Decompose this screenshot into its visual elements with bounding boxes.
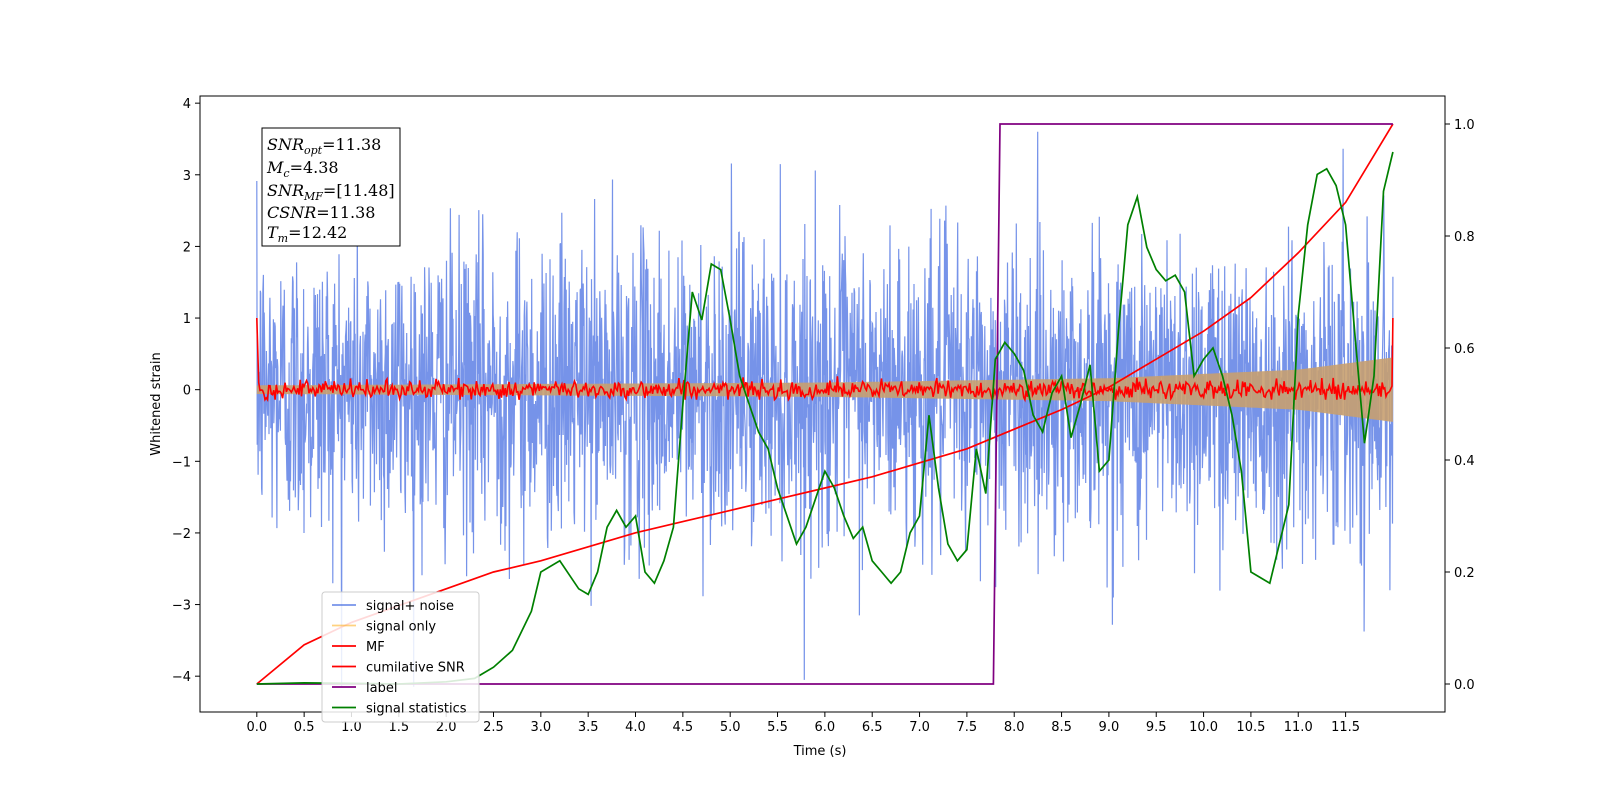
cumilative-snr-line [256,123,1394,685]
x-tick-label: 10.5 [1236,720,1265,735]
plot-frame [199,95,1446,713]
x-tick-label: 10.0 [1189,720,1218,735]
label-line [256,123,1393,685]
x-tick-label: 11.0 [1284,720,1313,735]
x-axis-ticks: 0.0 0.5 1.0 1.5 2.0 2.5 3.0 3.5 4.0 4.5 5.0 5.5 6.0 6… [246,712,1360,735]
y-axis-ticks: 4 3 2 1 0 −1 −2 −3 −4 [172,97,200,685]
y-tick-label: 1 [183,312,191,327]
y-right-tick-label: 0.0 [1454,678,1475,693]
mf-series [256,317,1394,403]
x-tick-label: 4.0 [625,720,646,735]
x-tick-label: 2.0 [436,720,457,735]
annotation-csnr: CSNR=11.38 [267,203,375,222]
x-tick-label: 4.5 [673,720,694,735]
y-tick-label: −4 [172,670,191,685]
x-tick-label: 7.0 [909,720,930,735]
y-right-tick-label: 0.2 [1454,566,1475,581]
annotation-snr-opt: SNRopt=11.38 [267,135,381,157]
y-tick-label: −2 [172,527,191,542]
x-tick-label: 2.5 [483,720,504,735]
y-axis-label: Whitened strain [149,352,164,455]
annotation-mc: Mc=4.38 [266,158,339,180]
legend-entry: MF [366,640,385,655]
signal-plus-noise-line [256,131,1394,687]
legend-entry: signal+ noise [366,599,454,614]
x-tick-label: 9.0 [1099,720,1120,735]
x-tick-label: 0.5 [294,720,315,735]
y-tick-label: 3 [183,169,191,184]
mf-line [256,317,1394,403]
y-right-tick-label: 0.8 [1454,230,1475,245]
annotation-box: SNRopt=11.38 Mc=4.38 SNRMF=[11.48] CSNR=… [261,127,401,247]
x-tick-label: 1.0 [341,720,362,735]
x-tick-label: 5.5 [767,720,788,735]
x-tick-label: 9.5 [1146,720,1167,735]
x-tick-label: 1.5 [388,720,409,735]
x-tick-label: 8.0 [1004,720,1025,735]
x-tick-label: 6.5 [862,720,883,735]
right-axis-series [256,123,1394,685]
x-axis-label: Time (s) [793,744,847,759]
y-tick-label: 4 [183,97,191,112]
x-tick-label: 7.5 [957,720,978,735]
x-tick-label: 3.0 [530,720,551,735]
x-tick-label: 6.0 [815,720,836,735]
legend: signal+ noise signal only MF cumilative SNR… [321,591,480,723]
y-tick-label: 2 [183,240,191,255]
legend-entry: cumilative SNR [366,661,465,676]
annotation-snr-mf: SNRMF=[11.48] [267,181,395,203]
signal-plus-noise-series [256,131,1394,687]
legend-entry: label [366,681,397,696]
y-axis-right-ticks: 1.0 0.8 0.6 0.4 0.2 0.0 [1445,118,1475,693]
y-right-tick-label: 1.0 [1454,118,1475,133]
x-tick-label: 5.0 [720,720,741,735]
x-tick-label: 3.5 [578,720,599,735]
y-tick-label: −1 [172,455,191,470]
y-right-tick-label: 0.6 [1454,342,1475,357]
y-tick-label: −3 [172,599,191,614]
legend-entry: signal only [366,620,436,635]
legend-entry: signal statistics [366,702,467,717]
x-tick-label: 8.5 [1051,720,1072,735]
y-tick-label: 0 [183,384,191,399]
annotation-tm: Tm=12.42 [267,223,347,245]
x-tick-label: 11.5 [1331,720,1360,735]
y-right-tick-label: 0.4 [1454,454,1475,469]
x-tick-label: 0.0 [246,720,267,735]
signal-statistics-line [256,151,1394,685]
